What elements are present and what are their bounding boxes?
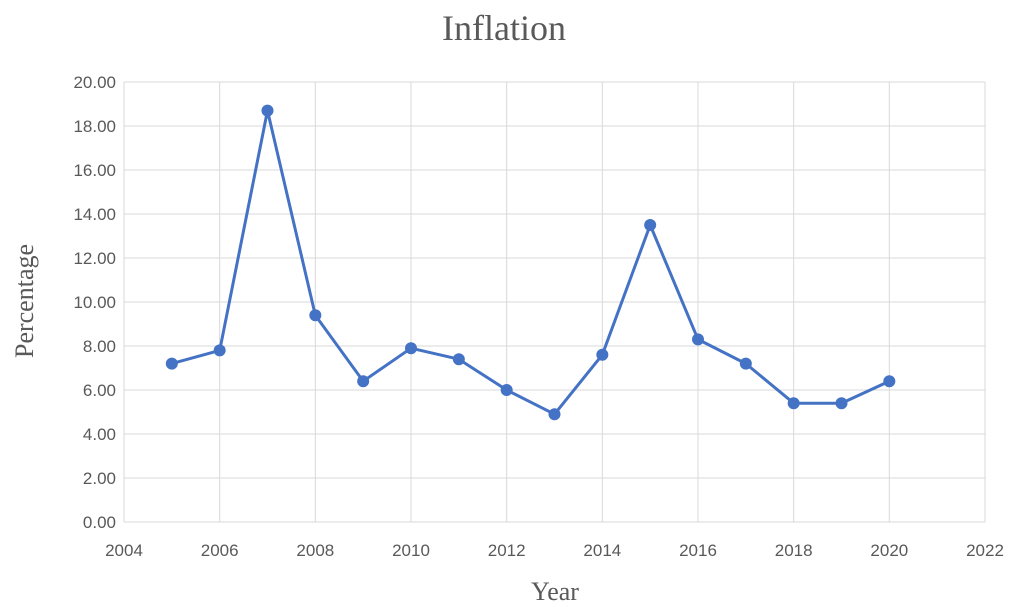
data-point <box>644 219 657 231</box>
x-tick-label: 2012 <box>488 541 526 560</box>
data-point <box>548 408 561 421</box>
y-tick-label: 20.00 <box>73 73 116 92</box>
series-line <box>170 109 891 416</box>
y-tick-label: 2.00 <box>83 469 116 488</box>
data-point <box>405 342 417 355</box>
x-tick-label: 2008 <box>296 541 334 560</box>
y-tick-label: 8.00 <box>83 337 116 356</box>
data-point <box>213 344 226 357</box>
x-tick-label: 2006 <box>201 541 239 560</box>
y-tick-label: 10.00 <box>73 293 116 312</box>
data-point <box>692 333 704 346</box>
data-point <box>261 104 274 117</box>
x-tick-label: 2018 <box>775 541 813 560</box>
x-tick-label: 2004 <box>105 541 143 560</box>
data-point <box>500 384 513 396</box>
x-tick-label: 2022 <box>966 541 1004 560</box>
series-layer <box>165 104 896 421</box>
x-tick-label: 2016 <box>679 541 717 560</box>
data-point <box>309 309 322 322</box>
x-tick-label: 2020 <box>870 541 908 560</box>
data-point <box>596 348 609 361</box>
y-tick-label: 6.00 <box>83 381 116 400</box>
data-point <box>452 353 465 366</box>
grid <box>123 81 986 523</box>
data-point <box>883 375 896 388</box>
y-axis-title: Percentage <box>10 244 39 358</box>
y-tick-label: 12.00 <box>73 249 116 268</box>
y-tick-label: 16.00 <box>73 161 116 180</box>
y-tick-label: 18.00 <box>73 117 116 136</box>
x-tick-label: 2010 <box>392 541 430 560</box>
y-tick-label: 4.00 <box>83 425 116 444</box>
y-axis-ticks: 0.00 2.00 4.00 6.00 8.00 10.00 12.00 14.00 16.00… <box>73 73 116 532</box>
data-point <box>165 357 178 370</box>
x-tick-label: 2014 <box>583 541 621 560</box>
data-point <box>357 375 370 388</box>
data-point <box>787 397 800 410</box>
x-axis-title: Year <box>531 577 579 606</box>
data-point <box>835 397 848 410</box>
x-axis-ticks: 2004 2006 2008 2010 2012 2014 2016 2018 2020 2022 <box>105 541 1004 560</box>
y-tick-label: 0.00 <box>83 513 116 532</box>
data-point <box>739 357 752 370</box>
y-tick-label: 14.00 <box>73 205 116 224</box>
chart-title: Inflation <box>442 8 566 48</box>
